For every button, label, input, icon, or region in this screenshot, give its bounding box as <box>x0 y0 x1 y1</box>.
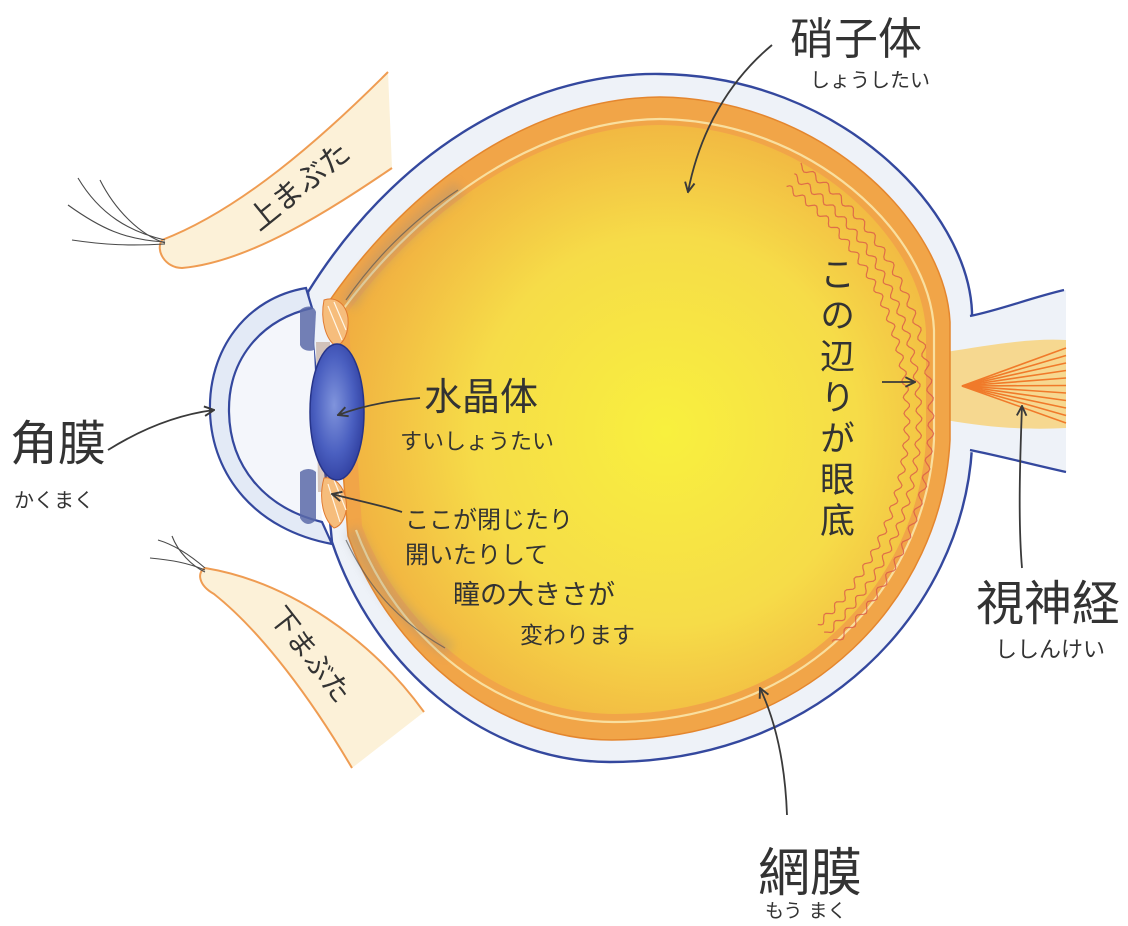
ciliary-line-bottom <box>345 539 446 649</box>
blood-vessel-line <box>794 173 923 634</box>
optic-nerve-label: 視神経 <box>976 576 1121 632</box>
vitreous-pointer-arrow <box>688 44 773 192</box>
lower-eyelashes <box>149 535 206 573</box>
lower-eyelid-body <box>200 568 424 768</box>
ciliary-line-top <box>345 189 459 301</box>
crystalline-lens <box>309 343 365 481</box>
eyelash <box>71 239 166 246</box>
optic-nerve-fiber <box>961 385 1067 402</box>
optic-nerve-top-edge <box>969 288 1065 318</box>
iris-pointer-arrow <box>332 494 403 513</box>
cornea-reading: かくまく <box>14 488 94 512</box>
cornea <box>208 286 334 546</box>
cornea-pointer-arrow <box>107 410 214 451</box>
retina-pointer-arrow <box>760 688 788 816</box>
upper-eyelid-bottom-edge <box>158 167 393 270</box>
vitreous-reading: しょうしたい <box>810 68 930 92</box>
eyelash <box>171 535 206 573</box>
upper-eyelid-top-edge <box>161 71 389 241</box>
optic-nerve-reading: ししんけい <box>995 638 1106 663</box>
cornea-label: 角膜 <box>10 416 107 472</box>
upper-eyelid-body <box>159 72 392 268</box>
anterior-chamber <box>228 308 322 522</box>
upper-eyelashes <box>67 177 166 246</box>
optic-nerve-fiber <box>961 347 1067 387</box>
optic-nerve <box>946 288 1067 474</box>
iris-note-line: 瞳の大きさが <box>453 580 615 611</box>
vitreous-body <box>348 125 926 714</box>
optic-nerve-fibers <box>961 347 1067 424</box>
iris-upper <box>300 306 316 351</box>
optic-nerve-fiber <box>961 369 1067 387</box>
retina-reading: もう まく <box>765 900 847 922</box>
ciliary-body-upper <box>322 298 349 347</box>
eyelash <box>99 179 166 244</box>
eyelash <box>157 539 206 569</box>
retina-label: 網膜 <box>758 844 863 904</box>
blood-vessel-line <box>786 185 911 626</box>
vitreous-label: 硝子体 <box>790 14 922 65</box>
ciliary-stripe <box>327 301 347 341</box>
lens-label: 水晶体 <box>424 375 539 419</box>
optic-nerve-fiber <box>961 384 1067 387</box>
iris-note-line: ここが閉じたり <box>405 506 573 534</box>
optic-nerve-fiber <box>961 385 1067 409</box>
ciliary-shading-bottom <box>344 526 455 657</box>
optic-nerve-pointer-arrow <box>1020 406 1022 569</box>
optic-nerve-fiber <box>961 354 1067 387</box>
optic-nerve-fiber <box>961 385 1067 394</box>
optic-nerve-fiber <box>961 377 1067 387</box>
fundus-blood-vessels <box>786 162 935 642</box>
eyelash <box>149 557 206 571</box>
lens-pointer-arrow <box>338 397 421 415</box>
optic-nerve-bottom-edge <box>969 448 1067 474</box>
eyelash <box>67 204 166 243</box>
ciliary-body-lower <box>321 477 347 529</box>
lower-eyelid-bottom-edge <box>199 567 353 769</box>
iris-note-line: 開いたりして <box>405 541 549 569</box>
eyelash <box>77 177 166 241</box>
optic-nerve-fiber <box>961 362 1067 387</box>
iris-lower <box>300 469 316 524</box>
optic-nerve-fiber <box>961 385 1067 417</box>
lower-eyelid-top-edge <box>204 567 425 713</box>
optic-nerve-fiber <box>961 385 1067 424</box>
iris-note-line: 変わります <box>520 623 635 649</box>
optic-nerve-core <box>946 339 1066 429</box>
lens-reading: すいしょうたい <box>400 430 555 455</box>
lower-eyelid <box>199 567 425 769</box>
blood-vessel-line <box>800 162 935 642</box>
retina-layer-line <box>343 117 936 724</box>
fundus-note-vertical: この辺りが眼底 <box>814 256 854 543</box>
upper-eyelid <box>158 71 393 270</box>
